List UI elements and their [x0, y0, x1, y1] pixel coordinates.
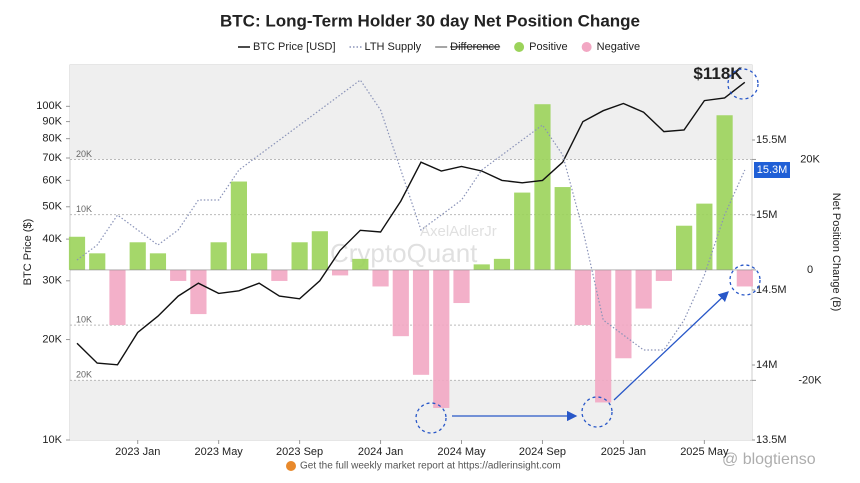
y-tick-label: 20K: [42, 333, 62, 345]
price-label: $118K: [693, 64, 743, 83]
x-tick-label: 2024 Sep: [519, 446, 566, 458]
y3-tick-label: 14.5M: [756, 284, 787, 296]
grid-label: 20K: [76, 149, 92, 159]
y2-tick-label: -20K: [798, 374, 822, 386]
y-tick-label: 60K: [42, 174, 62, 186]
y-tick-label: 80K: [42, 133, 62, 145]
legend-label[interactable]: BTC Price [USD]: [253, 41, 336, 53]
x-tick-label: 2023 Jan: [115, 446, 160, 458]
net-bar: [89, 253, 106, 270]
grid-label: 10K: [76, 204, 92, 214]
supply-badge: [754, 162, 790, 178]
highlight-circle: [581, 396, 613, 428]
net-bar: [109, 269, 126, 326]
net-bar: [412, 269, 430, 375]
x-tick-label: 2023 Sep: [276, 446, 323, 458]
y-tick-label: 90K: [42, 116, 62, 128]
watermark: AxelAdlerJr: [420, 223, 497, 240]
chart-title: BTC: Long-Term Holder 30 day Net Positio…: [220, 11, 640, 30]
legend-label[interactable]: LTH Supply: [365, 41, 422, 53]
net-bar: [736, 269, 753, 287]
net-bar: [230, 181, 247, 270]
net-bar: [676, 225, 693, 270]
x-tick-label: 2024 May: [437, 446, 486, 458]
legend-swatch: [514, 42, 525, 52]
footer-icon: [286, 461, 296, 471]
net-bar: [68, 236, 86, 270]
arrow: [613, 291, 729, 401]
highlight-circle: [729, 264, 761, 296]
net-bar: [534, 104, 551, 270]
x-tick-label: 2025 May: [680, 446, 729, 458]
net-bar: [251, 253, 268, 270]
watermark: @ blogtienso: [722, 451, 816, 468]
grid-label: 20K: [76, 370, 92, 380]
watermark: CryptoQuant: [330, 238, 478, 268]
legend-swatch: [581, 42, 592, 52]
y2-tick-label: 0: [807, 264, 813, 276]
y-tick-label: 100K: [36, 100, 62, 112]
net-bar: [392, 269, 409, 337]
price-line: [76, 81, 746, 366]
highlight-circle: [727, 68, 759, 100]
y3-tick-label: 15.5M: [756, 134, 787, 146]
supply-badge-label: 15.3M: [757, 164, 788, 176]
shade-zone: [70, 65, 752, 160]
y3-tick-label: 14M: [756, 359, 777, 371]
legend-label[interactable]: Negative: [597, 41, 640, 53]
net-bar: [514, 192, 531, 270]
net-bar: [311, 231, 328, 270]
x-tick-label: 2023 May: [195, 446, 244, 458]
shade-zone: [70, 380, 752, 440]
y-axis-title: BTC Price ($): [22, 219, 34, 286]
y-tick-label: 30K: [42, 275, 62, 287]
net-bar: [554, 187, 571, 270]
net-bar: [190, 269, 207, 315]
grid-label: 10K: [76, 315, 92, 325]
y-tick-label: 50K: [42, 201, 62, 213]
net-bar: [331, 269, 349, 276]
net-bar: [372, 269, 389, 287]
y3-tick-label: 15M: [756, 209, 777, 221]
net-bar: [493, 258, 511, 270]
supply-line: [76, 79, 746, 351]
legend-label[interactable]: Positive: [529, 41, 568, 53]
net-bar: [635, 269, 652, 309]
y-tick-label: 70K: [42, 152, 62, 164]
y-tick-label: 10K: [42, 434, 62, 446]
net-bar: [716, 115, 733, 270]
y3-tick-label: 13.5M: [756, 434, 787, 446]
net-bar: [129, 242, 146, 270]
net-bar: [453, 269, 470, 304]
x-tick-label: 2024 Jan: [358, 446, 403, 458]
legend-label[interactable]: Difference: [450, 41, 500, 53]
y2-axis-title: Net Position Change (B): [830, 193, 842, 312]
net-bar: [473, 264, 490, 270]
net-bar: [210, 242, 227, 270]
net-bar: [271, 269, 288, 281]
net-bar: [696, 203, 713, 270]
net-bar: [574, 269, 592, 326]
net-bar: [655, 269, 672, 281]
net-bar: [595, 269, 612, 403]
y-tick-label: 40K: [42, 233, 62, 245]
x-tick-label: 2025 Jan: [601, 446, 646, 458]
net-bar: [433, 269, 450, 408]
net-bar: [170, 269, 187, 281]
net-bar: [291, 242, 308, 270]
highlight-circle: [415, 402, 447, 434]
net-bar: [615, 269, 632, 359]
y2-tick-label: 20K: [800, 153, 820, 165]
footer: Get the full weekly market report at htt…: [300, 461, 561, 472]
net-bar: [352, 258, 369, 270]
net-bar: [149, 253, 167, 270]
